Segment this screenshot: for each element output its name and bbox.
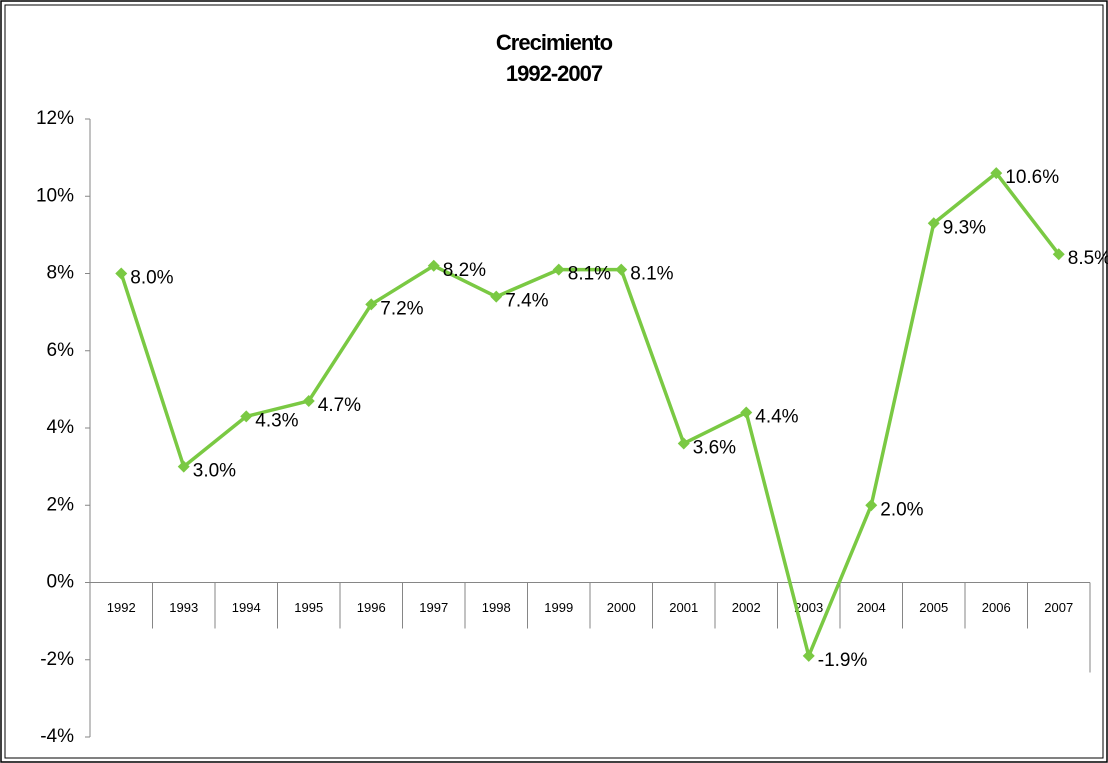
data-point xyxy=(677,437,690,450)
x-tick-label: 1996 xyxy=(357,600,386,615)
data-label: 4.7% xyxy=(318,395,361,416)
y-tick-label: 12% xyxy=(36,108,74,129)
series-line xyxy=(119,171,1061,658)
chart-subtitle: 1992-2007 xyxy=(506,61,603,86)
x-tick-label: 1998 xyxy=(482,600,511,615)
data-label: 8.1% xyxy=(568,264,611,285)
data-point xyxy=(615,263,628,276)
x-tick-label: 1993 xyxy=(169,600,198,615)
data-label: 2.0% xyxy=(880,499,923,520)
data-point xyxy=(865,499,878,512)
y-tick-label: 8% xyxy=(47,263,75,284)
y-tick-label: 10% xyxy=(36,185,74,206)
data-point xyxy=(365,298,378,311)
data-label: 3.6% xyxy=(693,437,736,458)
x-tick-label: 2005 xyxy=(919,600,948,615)
data-label: 8.2% xyxy=(443,260,486,281)
x-tick-label: 1999 xyxy=(544,600,573,615)
data-point xyxy=(1052,248,1065,261)
x-tick-label: 1997 xyxy=(419,600,448,615)
y-tick-label: -2% xyxy=(40,649,74,670)
data-label: 4.3% xyxy=(255,410,298,431)
data-label: 7.2% xyxy=(380,298,423,319)
x-tick-label: 2003 xyxy=(794,600,823,615)
data-point xyxy=(427,259,440,272)
data-label: 4.4% xyxy=(755,407,798,428)
data-label: -1.9% xyxy=(818,650,868,671)
y-tick-label: 2% xyxy=(47,494,75,515)
y-tick-label: 0% xyxy=(47,572,75,593)
data-point xyxy=(552,263,565,276)
x-tick-label: 2006 xyxy=(982,600,1011,615)
data-point xyxy=(240,410,253,423)
x-tick-label: 1992 xyxy=(107,600,136,615)
data-label: 7.4% xyxy=(505,291,548,312)
y-tick-label: 6% xyxy=(47,340,75,361)
data-point xyxy=(927,217,940,230)
data-point xyxy=(802,649,815,662)
data-label: 8.5% xyxy=(1068,248,1108,269)
data-label: 8.0% xyxy=(130,268,173,289)
data-label: 3.0% xyxy=(193,461,236,482)
data-label: 10.6% xyxy=(1005,167,1059,188)
y-tick-label: 4% xyxy=(47,417,75,438)
x-tick-label: 2000 xyxy=(607,600,636,615)
x-tick-label: 2001 xyxy=(669,600,698,615)
data-point xyxy=(740,406,753,419)
inner-frame xyxy=(4,4,1104,759)
data-point xyxy=(115,267,128,280)
x-tick-label: 1995 xyxy=(294,600,323,615)
data-point xyxy=(490,290,503,303)
x-tick-label: 2002 xyxy=(732,600,761,615)
x-tick-label: 2004 xyxy=(857,600,886,615)
data-label: 9.3% xyxy=(943,217,986,238)
x-tick-label: 1994 xyxy=(232,600,261,615)
data-point xyxy=(177,460,190,473)
data-point xyxy=(302,394,315,407)
data-label: 8.1% xyxy=(630,264,673,285)
x-tick-label: 2007 xyxy=(1044,600,1073,615)
y-tick-label: -4% xyxy=(40,726,74,747)
chart-title: Crecimiento xyxy=(496,30,613,55)
data-point xyxy=(990,167,1003,180)
